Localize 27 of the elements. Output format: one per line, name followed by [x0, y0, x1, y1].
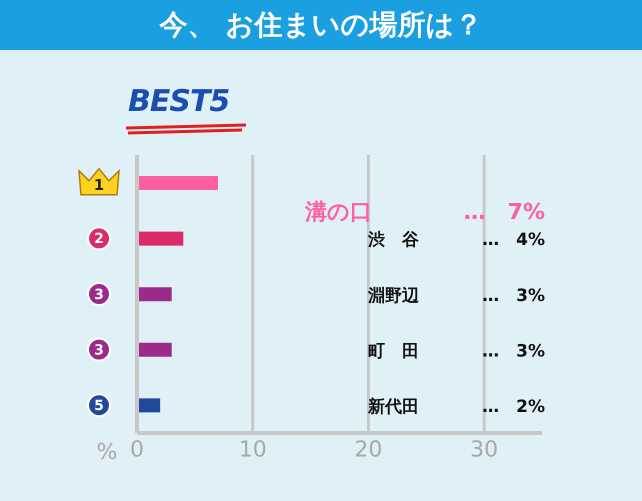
x-tick-label: 0 — [130, 438, 144, 463]
text: 3 — [94, 342, 104, 358]
x-tick-label: 30 — [470, 438, 498, 463]
y-tick-label: 町 田 — [368, 341, 419, 362]
bar — [137, 232, 184, 246]
bar — [137, 342, 172, 357]
y-tick-label: 淵野辺 — [367, 286, 420, 306]
text: 3 — [94, 286, 104, 303]
text: 5 — [94, 398, 104, 414]
text: 2 — [94, 231, 104, 248]
x-tick-label: 20 — [354, 438, 382, 463]
data-label: … 7% — [464, 200, 545, 226]
x-tick-label: 10 — [238, 438, 267, 463]
x-axis-title: % — [96, 440, 118, 465]
data-label: … 2% — [482, 397, 545, 418]
data-label: … 3% — [482, 286, 545, 306]
data-label: … 3% — [482, 341, 545, 362]
chart-title: 今、 お住まいの場所は？ — [0, 0, 642, 50]
y-tick-label: 新代田 — [367, 397, 419, 418]
bar — [137, 287, 172, 302]
bar — [137, 398, 160, 412]
data-label: … 4% — [482, 230, 545, 250]
chart-subtitle: BEST5 — [128, 84, 230, 119]
y-tick-label: 渋 谷 — [367, 230, 420, 250]
bar — [137, 176, 218, 190]
text: 1 — [94, 176, 104, 194]
y-tick-label: 溝の口 — [304, 200, 372, 226]
